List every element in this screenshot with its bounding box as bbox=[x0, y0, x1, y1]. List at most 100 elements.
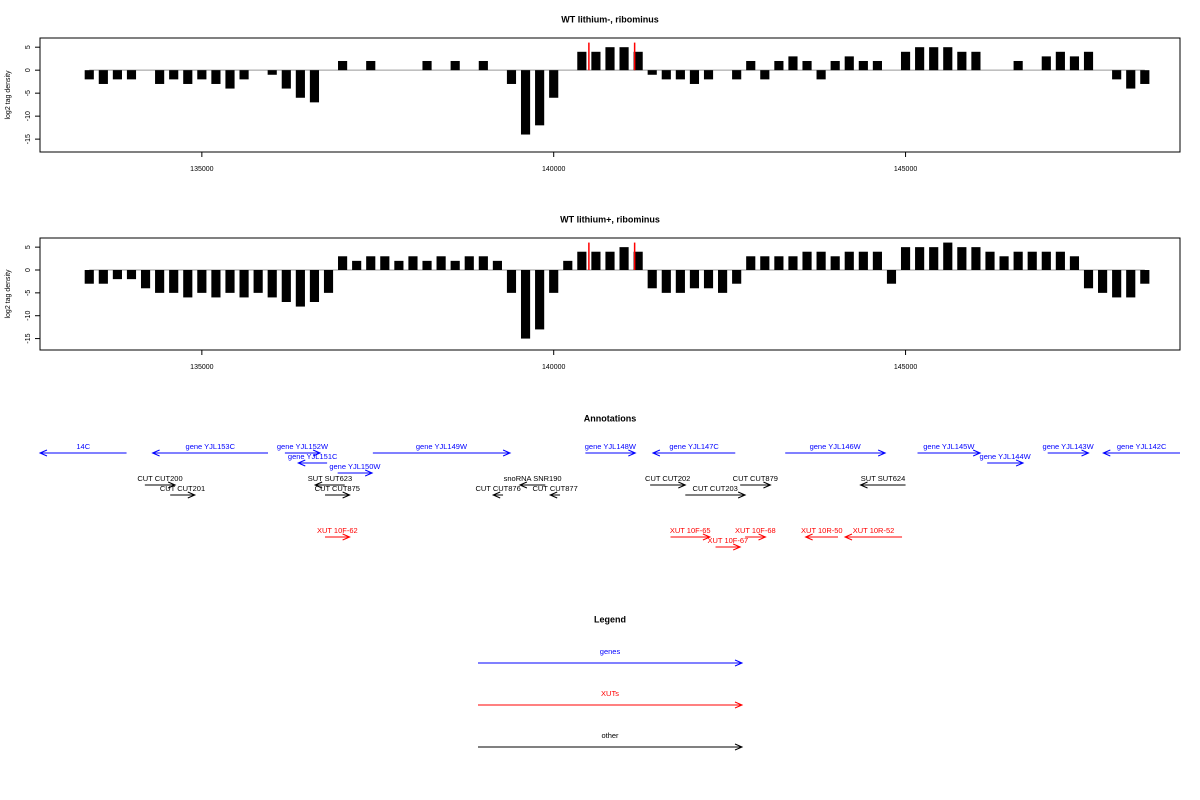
y-tick-label: 0 bbox=[25, 68, 32, 72]
density-bar bbox=[1126, 270, 1136, 298]
density-bar bbox=[872, 60, 882, 71]
density-bar bbox=[591, 51, 601, 71]
density-bar bbox=[281, 270, 291, 302]
arrow-head bbox=[734, 701, 744, 709]
arrow-head bbox=[1102, 449, 1111, 457]
arrow bbox=[1102, 449, 1180, 457]
density-bar bbox=[999, 256, 1009, 270]
density-bar bbox=[84, 70, 94, 80]
density-bar bbox=[872, 251, 882, 270]
x-tick-label: 145000 bbox=[894, 166, 917, 173]
density-bar bbox=[900, 51, 911, 71]
annotation-label: gene YJL144W bbox=[980, 452, 1032, 461]
density-bar bbox=[929, 47, 939, 71]
density-bar bbox=[478, 60, 488, 71]
density-bar bbox=[619, 247, 629, 270]
arrow bbox=[144, 481, 177, 489]
density-bar bbox=[633, 42, 636, 71]
density-bar bbox=[140, 270, 151, 289]
arrow bbox=[585, 449, 637, 457]
arrow bbox=[650, 481, 687, 489]
density-bar bbox=[225, 70, 235, 89]
annotation-label: gene YJL149W bbox=[416, 442, 468, 451]
density-bar bbox=[915, 47, 925, 71]
density-bar bbox=[1112, 70, 1122, 80]
density-bar bbox=[225, 270, 235, 293]
density-bar bbox=[126, 270, 137, 280]
annotation-label: XUT 10F-65 bbox=[670, 526, 711, 535]
density-bar bbox=[605, 47, 615, 71]
y-axis-label: log2 tag density bbox=[5, 269, 12, 319]
arrow-head bbox=[187, 491, 197, 499]
density-bar bbox=[760, 70, 770, 80]
annotation-label: CUT CUT201 bbox=[160, 484, 205, 493]
x-tick-label: 135000 bbox=[190, 166, 213, 173]
arrow-head bbox=[313, 481, 323, 489]
arrow bbox=[296, 459, 328, 467]
density-bar bbox=[957, 247, 967, 270]
annotation-label: XUT 10F-62 bbox=[317, 526, 358, 535]
density-bar bbox=[703, 270, 714, 289]
annotation-label: CUT CUT879 bbox=[733, 474, 778, 483]
arrow bbox=[670, 533, 712, 541]
y-tick-label: -5 bbox=[25, 90, 32, 96]
density-bar bbox=[267, 70, 277, 75]
arrow-head bbox=[804, 533, 813, 541]
y-tick-label: -15 bbox=[25, 134, 32, 144]
density-bar bbox=[112, 70, 122, 80]
density-bar bbox=[661, 70, 671, 80]
arrow bbox=[170, 491, 197, 499]
density-bar bbox=[689, 270, 700, 289]
density-bar bbox=[239, 270, 249, 298]
density-bar bbox=[588, 42, 590, 71]
arrow-head bbox=[38, 449, 48, 457]
density-bar bbox=[478, 256, 488, 270]
density-bar bbox=[211, 270, 221, 298]
annotation-label: CUT CUT203 bbox=[693, 484, 738, 493]
density-bar bbox=[464, 256, 474, 270]
density-bar bbox=[295, 270, 305, 307]
arrow-head bbox=[877, 449, 887, 457]
annotation-label: CUT CUT875 bbox=[315, 484, 360, 493]
annotation-label: CUT CUT202 bbox=[645, 474, 690, 483]
x-tick-label: 140000 bbox=[542, 166, 565, 173]
density-bar bbox=[774, 256, 784, 270]
annotation-label: XUT 10R-50 bbox=[801, 526, 843, 535]
annotation-label: SUT SUT624 bbox=[861, 474, 905, 483]
arrow bbox=[151, 449, 268, 457]
density-bar bbox=[802, 60, 812, 71]
annotation-label: gene YJL145W bbox=[923, 442, 975, 451]
density-bar bbox=[844, 56, 854, 71]
density-bar bbox=[900, 247, 911, 270]
density-bar bbox=[366, 60, 376, 71]
density-bar bbox=[98, 70, 108, 84]
density-bar bbox=[380, 256, 390, 270]
arrow-head bbox=[502, 449, 512, 457]
density-bar bbox=[746, 256, 756, 270]
density-bar bbox=[1069, 56, 1080, 71]
annotation-label: gene YJL152W bbox=[277, 442, 329, 451]
arrow-head bbox=[491, 491, 501, 499]
density-bar bbox=[366, 256, 376, 270]
y-tick-label: 0 bbox=[25, 268, 32, 272]
density-bar bbox=[788, 56, 798, 71]
density-bar bbox=[155, 70, 165, 84]
chart-title: WT lithium+, ribominus bbox=[560, 214, 660, 224]
density-bar bbox=[549, 70, 559, 98]
arrow-head bbox=[734, 743, 744, 751]
density-bar bbox=[1041, 56, 1051, 71]
density-bar bbox=[183, 70, 193, 84]
arrow-head bbox=[518, 481, 528, 489]
density-bar bbox=[408, 256, 418, 270]
y-tick-label: 5 bbox=[25, 245, 32, 249]
arrow-head bbox=[737, 491, 747, 499]
density-bar bbox=[169, 270, 179, 293]
density-bar bbox=[1013, 60, 1023, 71]
density-bar bbox=[1069, 256, 1080, 270]
density-bar bbox=[943, 47, 953, 71]
arrow bbox=[325, 533, 351, 541]
density-bar bbox=[563, 260, 573, 270]
arrow bbox=[740, 481, 772, 489]
arrow bbox=[38, 449, 127, 457]
